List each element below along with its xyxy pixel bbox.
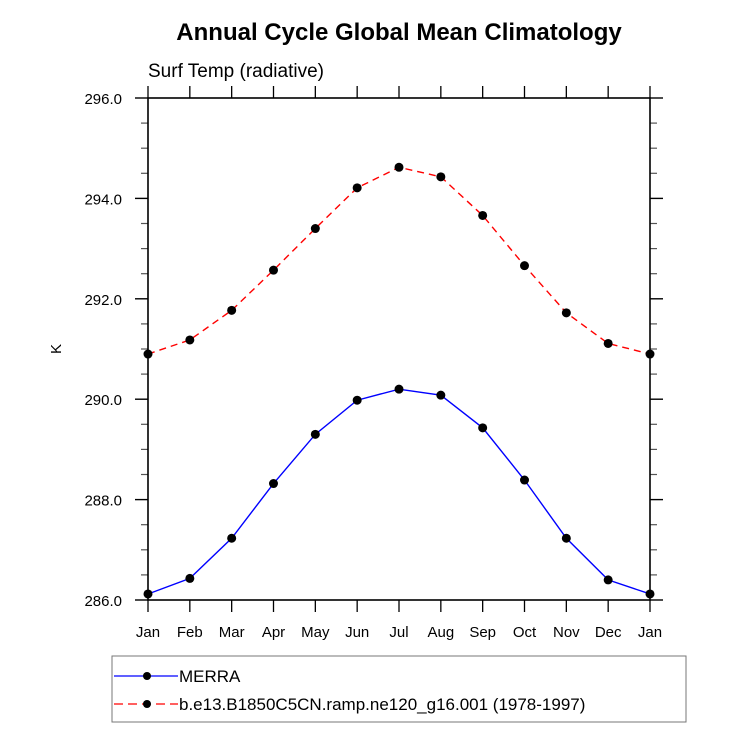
data-point <box>185 335 195 345</box>
x-tick-label: Jul <box>389 624 408 641</box>
plot-frame <box>147 97 651 601</box>
x-tick-label: Jan <box>136 624 160 641</box>
legend-marker <box>143 672 151 680</box>
series-line-1 <box>147 166 651 355</box>
y-tick-label: 290.0 <box>84 392 122 409</box>
data-point <box>520 475 529 485</box>
data-point <box>269 265 278 275</box>
data-point <box>185 573 195 583</box>
data-point <box>478 210 488 220</box>
data-point <box>603 575 613 585</box>
data-point <box>520 261 529 271</box>
legend-marker <box>143 700 151 708</box>
x-tick-label: Aug <box>427 624 454 641</box>
data-point <box>227 533 237 543</box>
data-point <box>269 479 278 489</box>
legend-box <box>111 655 687 723</box>
data-point <box>561 308 571 318</box>
data-point <box>310 429 320 439</box>
chart-subtitle: Surf Temp (radiative) <box>148 61 324 82</box>
y-tick-label: 286.0 <box>84 593 122 610</box>
data-point <box>352 183 362 193</box>
data-point <box>352 395 362 405</box>
data-point <box>603 338 613 348</box>
x-tick-label: Sep <box>469 624 496 641</box>
y-tick-label: 296.0 <box>84 91 122 108</box>
x-tick-label: Jan <box>638 624 662 641</box>
legend: MERRA b.e13.B1850C5CN.ramp.ne120_g16.001 … <box>111 655 687 723</box>
axis-ticks <box>135 86 663 612</box>
data-point <box>436 172 446 182</box>
data-point <box>310 224 320 234</box>
legend-label: b.e13.B1850C5CN.ramp.ne120_g16.001 (1978… <box>179 695 585 714</box>
x-tick-label: Apr <box>262 624 285 641</box>
y-tick-label: 294.0 <box>84 191 122 208</box>
legend-label: MERRA <box>179 667 241 686</box>
x-tick-label: Oct <box>513 624 537 641</box>
x-tick-label: Nov <box>553 624 580 641</box>
y-tick-label: 292.0 <box>84 292 122 309</box>
data-point <box>478 423 488 433</box>
chart-title: Annual Cycle Global Mean Climatology <box>176 19 622 46</box>
data-point <box>436 390 446 400</box>
y-axis-label: K <box>48 344 65 354</box>
data-point <box>561 533 571 543</box>
data-point <box>227 305 237 315</box>
x-tick-label: Dec <box>595 624 622 641</box>
y-tick-label: 288.0 <box>84 493 122 510</box>
series-line-0 <box>147 388 651 595</box>
data-point <box>394 384 404 394</box>
x-tick-label: Mar <box>219 624 245 641</box>
x-tick-label: Feb <box>177 624 203 641</box>
x-tick-label: Jun <box>345 624 369 641</box>
series-lines <box>147 166 651 595</box>
data-markers <box>143 162 655 599</box>
x-tick-label: May <box>301 624 330 641</box>
tick-labels: Jan Feb Mar Apr May Jun Jul Aug Sep Oct Nov Dec Jan 2… <box>84 91 662 641</box>
data-point <box>394 162 404 172</box>
